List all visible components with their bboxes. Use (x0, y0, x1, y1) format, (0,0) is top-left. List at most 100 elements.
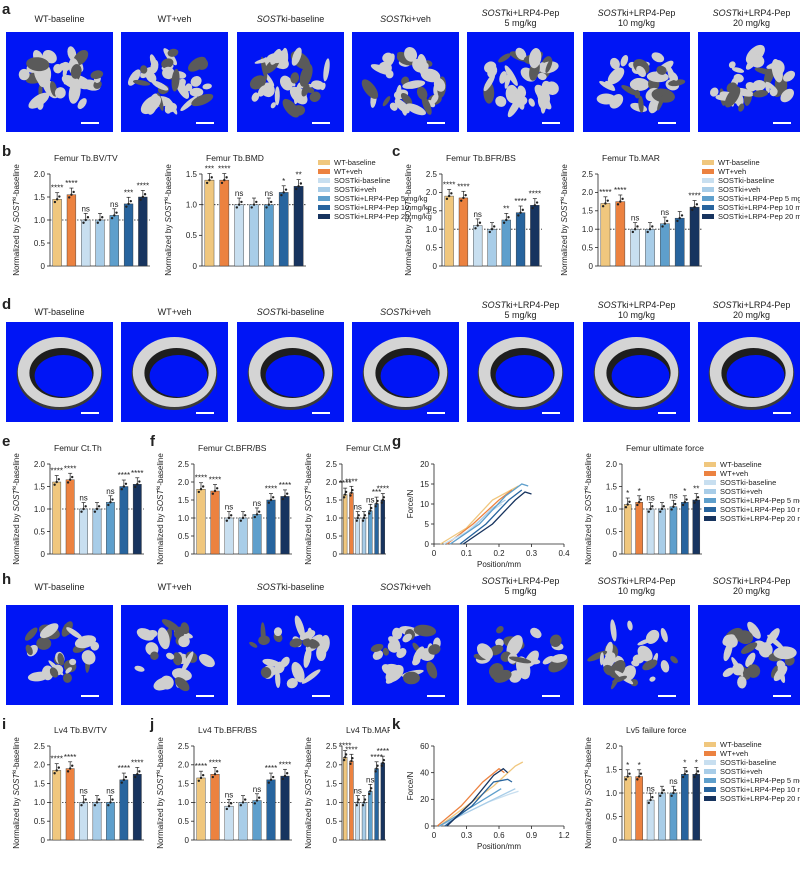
data-point (691, 208, 694, 212)
data-point (660, 507, 664, 511)
data-point (55, 769, 58, 772)
y-tick-label: 0.5 (326, 532, 338, 541)
ylabel-gene: SOST (12, 773, 21, 796)
legend-swatch (704, 787, 716, 792)
bar (501, 219, 511, 267)
vertebra-micro-ct-image (6, 605, 113, 705)
legend-label: SOSTki+LRP4-Pep 20 mg/kg (334, 212, 432, 221)
bar (681, 502, 689, 555)
bar (224, 805, 234, 841)
bar (615, 201, 626, 267)
significance-label: **** (345, 745, 357, 754)
legend-item: SOSTki-baseline (704, 478, 800, 487)
ylabel-gene: SOST (156, 773, 165, 796)
data-point (355, 804, 358, 807)
data-point (674, 788, 677, 792)
y-tick-label: 0.5 (34, 527, 46, 536)
bar-chart-g2: Femur ultimate force Normalized by SOSTki… (584, 443, 704, 565)
significance-label: **** (265, 764, 277, 773)
y-tick-label: 0.5 (326, 817, 338, 826)
line-chart-g1: 0 5 10 15 20 0 0.1 0.2 0.3 0.4 Position/mm Force/N (406, 460, 570, 569)
y-tick-label: 1.0 (178, 798, 190, 807)
data-point (693, 205, 696, 209)
x-tick-label: 0 (432, 549, 437, 558)
legend-item: SOSTki+veh (702, 185, 800, 194)
bar-chart-b1: Femur Tb.BV/TV Normalized by SOSTki-basel… (12, 153, 150, 276)
chart-title: Femur Tb.MAR (602, 153, 660, 163)
bar (669, 792, 678, 841)
data-point (464, 193, 467, 197)
data-point (445, 197, 449, 201)
y-tick-label: 0.5 (606, 812, 618, 821)
group-caption: WT-baseline (2, 307, 117, 317)
data-point (382, 758, 386, 762)
data-point (53, 483, 56, 486)
scale-bar (658, 412, 676, 414)
data-point (639, 498, 643, 501)
group-caption: WT-baseline (2, 582, 117, 592)
significance-label: **** (370, 753, 382, 762)
data-point (636, 225, 639, 228)
data-point (490, 228, 494, 231)
caption-text: WT-baseline (34, 582, 85, 592)
data-point (476, 224, 479, 227)
force-curve (449, 483, 529, 545)
data-point (68, 196, 71, 199)
cortical-micro-ct-image (6, 322, 113, 422)
bar (600, 203, 611, 267)
caption-text: WT+veh (157, 582, 192, 592)
vertebra-micro-ct-image (121, 605, 228, 705)
data-point (255, 799, 259, 802)
bar-chart-c2: Femur Tb.MAR Normalized by SOSTki-baselin… (560, 153, 702, 276)
data-point (57, 766, 60, 769)
group-caption: SOSTki+veh (348, 307, 463, 317)
data-point (356, 516, 359, 520)
panel-label-k: k (392, 716, 401, 733)
data-point (124, 775, 128, 779)
significance-label: ** (295, 171, 301, 180)
ylabel-pre: Normalized by (304, 795, 313, 848)
significance-label: * (683, 758, 686, 767)
y-tick-label: 2.0 (582, 188, 594, 197)
data-point (683, 773, 687, 776)
ylabel-pre: Normalized by (12, 222, 21, 275)
data-point (361, 804, 365, 807)
ylabel-sup: ki (156, 770, 162, 774)
data-point (380, 501, 384, 504)
data-point (662, 505, 665, 508)
significance-label: **** (131, 758, 143, 767)
group-caption: WT+veh (117, 307, 232, 317)
legend-label: SOSTki+LRP4-Pep 10 mg/kg (720, 505, 800, 514)
bar (119, 486, 129, 555)
legend-item: WT+veh (704, 749, 800, 758)
legend-item: SOSTki-baseline (704, 758, 800, 767)
y-axis-label: Normalized by SOSTki-baseline (12, 737, 21, 849)
bar (630, 228, 640, 267)
data-point (136, 483, 139, 486)
data-point (281, 777, 285, 781)
y-tick-label: 1.5 (178, 496, 190, 505)
caption-dose: 20 mg/kg (732, 586, 771, 596)
bar-chart-e1: Femur Ct.Th Normalized by SOSTki-baseline… (12, 443, 144, 565)
bar (79, 508, 88, 555)
ylabel-sup: ki (304, 770, 310, 774)
chart-title: Lv4 Tb.MAR (346, 725, 390, 735)
bar-chart-j1: Lv4 Tb.BFR/BS Normalized by SOSTki-baseli… (156, 725, 292, 849)
ylabel-pre: Normalized by (164, 222, 173, 275)
legend-item: SOSTki+LRP4-Pep 20 mg/kg (702, 212, 800, 221)
bar (204, 179, 215, 267)
caption-dose: 10 mg/kg (617, 18, 656, 28)
significance-label: ns (81, 204, 89, 213)
data-point (342, 758, 346, 762)
y-tick-label: 0 (425, 540, 430, 549)
data-point (535, 201, 539, 204)
data-point (672, 505, 675, 508)
y-tick-label: 1.5 (178, 779, 190, 788)
y-tick-label: 2.5 (326, 460, 338, 469)
data-point (122, 778, 126, 782)
data-point (109, 801, 112, 804)
data-point (606, 199, 609, 202)
y-axis-label: Force/N (406, 772, 415, 801)
data-point (271, 775, 275, 779)
significance-label: **** (339, 742, 351, 751)
